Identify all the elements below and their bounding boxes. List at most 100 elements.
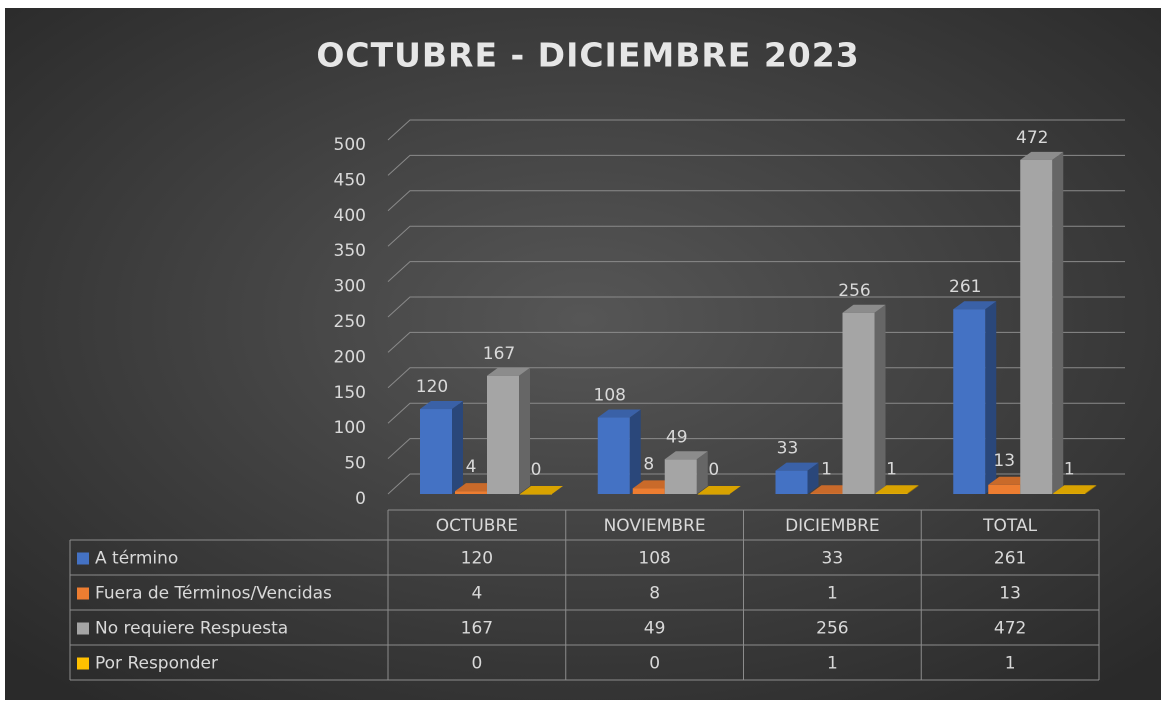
bar-top [775,462,819,471]
table-cell: 167 [461,619,493,639]
grid-line [387,225,1125,247]
bar-side [907,485,919,494]
bar-top [420,401,463,410]
bar-front [520,494,552,495]
table-cell: 1 [1005,654,1016,674]
bar-front [988,484,1021,494]
table-cell: 0 [471,654,482,674]
bar-front [697,494,730,495]
bar [775,462,819,494]
table-cell: 1 [827,654,838,674]
table-cell: 13 [999,584,1021,604]
table-cell: 4 [471,584,482,604]
bar-top [842,304,886,313]
bar-top [487,367,530,376]
data-label: 1 [1064,459,1075,479]
legend-label: Fuera de Términos/Vencidas [95,584,332,604]
bar [1020,151,1064,494]
table-header: DICIEMBRE [785,516,880,536]
data-label: 49 [666,427,688,447]
table-cell: 8 [649,584,660,604]
bar-top [697,486,741,494]
bar-front [1020,159,1053,494]
table-cell: 1 [827,584,838,604]
bar-side [452,401,463,494]
bar [953,301,997,494]
table-cell: 120 [461,549,493,569]
data-label: 8 [643,454,654,474]
grid-line [387,261,1125,282]
data-label: 1 [821,459,832,479]
grid-line [387,473,1125,495]
y-tick-label: 200 [334,347,366,367]
table-cell: 0 [649,654,660,674]
bar-front [455,491,487,494]
y-tick-label: 0 [355,489,366,509]
legend-swatch [77,657,89,670]
legend-label: No requiere Respuesta [95,619,288,639]
bar-top [520,486,563,494]
bar [842,304,886,494]
bar-front [420,409,452,494]
table-cell: 33 [822,549,844,569]
bar [697,486,741,495]
data-label: 261 [949,277,981,297]
data-label: 4 [466,457,477,477]
bar-top [1020,151,1064,160]
bar-top [875,485,919,494]
data-label: 13 [993,451,1015,471]
table-cell: 256 [816,619,848,639]
data-label: 33 [777,439,799,459]
bar-front [953,309,986,494]
bar-top [597,409,641,418]
bar-front [810,493,843,494]
bar [1053,485,1097,494]
bar [487,367,530,494]
bar-side [696,451,708,494]
bar-side [519,367,530,494]
data-label: 120 [416,377,448,397]
legend-swatch [77,552,89,565]
bar-front [664,459,697,494]
data-label: 472 [1016,128,1048,148]
bar-side [1085,485,1097,494]
table-header: OCTUBRE [436,516,518,536]
data-label: 0 [708,460,719,480]
grid-line [387,367,1125,389]
grid-line [387,119,1125,141]
table-header: TOTAL [982,516,1037,536]
bar-front [597,417,630,494]
bar-top [953,301,997,310]
grid-line [387,154,1125,176]
table-cell: 472 [994,619,1026,639]
data-label: 0 [531,460,542,480]
table-header: NOVIEMBRE [604,516,706,536]
bar-side [807,462,819,494]
legend-label: Por Responder [95,654,218,674]
grid-line [387,438,1125,459]
bar [520,486,563,495]
bar-side [874,304,886,494]
bar-front [875,493,908,494]
data-label: 167 [483,344,515,364]
bar-side [629,409,641,494]
bar [597,409,641,494]
y-tick-label: 400 [334,206,366,226]
grid-line [387,402,1125,424]
bar-front [487,375,519,494]
bar [664,451,708,494]
table-cell: 261 [994,549,1026,569]
data-label: 108 [594,386,626,406]
legend-swatch [77,622,89,635]
y-tick-label: 150 [334,383,366,403]
grid-line [387,296,1125,318]
legend-swatch [77,587,89,600]
bar-front [842,312,875,494]
legend-label: A término [95,549,178,569]
chart-title: OCTUBRE - DICIEMBRE 2023 [316,36,859,75]
bar-front [1053,493,1086,494]
y-tick-label: 100 [334,418,366,438]
data-label: 256 [838,281,870,301]
y-tick-label: 500 [334,135,366,155]
